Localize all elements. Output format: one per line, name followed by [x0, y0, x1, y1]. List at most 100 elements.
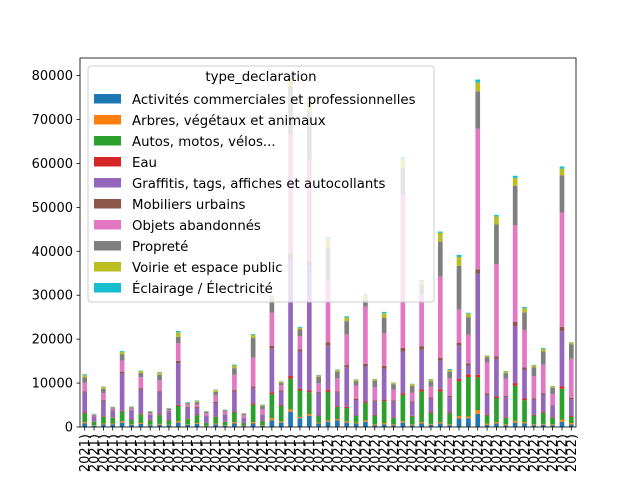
bar-segment	[428, 386, 434, 398]
y-tick-label: 40000	[32, 245, 73, 260]
bar-segment	[194, 423, 200, 427]
bar-segment	[269, 299, 275, 313]
bar-segment	[250, 357, 256, 387]
bar-segment	[297, 351, 303, 389]
bar-segment	[400, 347, 406, 352]
x-tick-label: 2022)	[359, 434, 374, 472]
bar-segment	[175, 422, 181, 427]
bar-segment	[269, 345, 275, 349]
bar-segment	[409, 401, 415, 403]
x-tick-label: 2022)	[322, 434, 337, 472]
y-tick-label: 60000	[32, 157, 73, 172]
x-tick-label: 2022)	[340, 434, 355, 472]
bar-segment	[475, 410, 481, 414]
bar-segment	[372, 387, 378, 401]
bar-segment	[484, 393, 490, 395]
bar-segment	[409, 402, 415, 416]
bar-segment	[475, 273, 481, 375]
bar-segment	[381, 311, 387, 314]
bar-segment	[475, 377, 481, 411]
bar-segment	[494, 224, 499, 265]
bar-segment	[550, 417, 555, 418]
bar-segment	[447, 397, 452, 413]
bar-segment	[400, 351, 406, 394]
bar-segment	[204, 426, 209, 427]
bar-segment	[409, 415, 415, 417]
y-tick-label: 20000	[32, 333, 73, 348]
bar-segment	[110, 423, 116, 425]
bar-segment	[222, 410, 228, 412]
bar-segment	[110, 424, 116, 427]
bar-segment	[297, 326, 303, 328]
bar-segment	[241, 426, 247, 427]
bar-segment	[484, 362, 490, 394]
bar-segment	[512, 422, 518, 427]
legend-swatch	[94, 136, 121, 146]
bar-segment	[353, 415, 359, 417]
bar-segment	[297, 390, 303, 417]
x-tick-label: 2021)	[144, 434, 159, 472]
bar-segment	[568, 424, 574, 427]
bar-segment	[447, 413, 452, 425]
bar-segment	[381, 313, 387, 318]
bar-segment	[381, 401, 387, 424]
bar-segment	[185, 424, 190, 427]
bar-segment	[269, 418, 275, 421]
x-tick-label: 2021)	[256, 434, 271, 472]
bar-segment	[456, 257, 462, 266]
bar-segment	[372, 415, 378, 425]
bar-segment	[166, 420, 172, 425]
bar-segment	[428, 398, 434, 413]
bar-segment	[540, 412, 546, 424]
bar-segment	[540, 351, 546, 365]
bar-segment	[522, 367, 527, 370]
bar-segment	[101, 416, 106, 424]
bar-segment	[101, 423, 106, 425]
bar-segment	[391, 389, 396, 401]
x-tick-label: 2021)	[134, 434, 149, 472]
bar-segment	[456, 380, 462, 417]
bar-segment	[419, 391, 424, 423]
bar-segment	[325, 342, 331, 346]
bar-segment	[391, 384, 396, 390]
bar-segment	[447, 424, 452, 426]
bar-segment	[437, 358, 443, 361]
bar-segment	[250, 403, 256, 405]
bar-segment	[372, 424, 378, 426]
legend-swatch	[94, 241, 121, 251]
x-tick-label: 2021)	[284, 434, 299, 472]
bar-segment	[250, 404, 256, 423]
bar-segment	[344, 317, 350, 322]
bar-segment	[447, 369, 452, 370]
bar-segment	[288, 409, 293, 412]
x-tick-label: 2022)	[518, 434, 533, 472]
bar-segment	[232, 391, 237, 412]
bar-segment	[213, 390, 219, 392]
bar-segment	[204, 423, 209, 426]
bar-segment	[559, 421, 565, 427]
bar-segment	[297, 327, 303, 330]
bar-segment	[484, 424, 490, 427]
bar-segment	[297, 349, 303, 352]
bar-segment	[260, 425, 265, 427]
bar-segment	[232, 423, 237, 427]
bar-segment	[522, 369, 527, 399]
bar-segment	[568, 342, 574, 345]
bar-segment	[335, 378, 340, 392]
bar-segment	[250, 338, 256, 358]
bar-segment	[475, 128, 481, 270]
bar-segment	[391, 400, 396, 402]
x-tick-label: 2021)	[190, 434, 205, 472]
bar-segment	[316, 376, 321, 384]
bar-segment	[381, 317, 387, 333]
legend-swatch	[94, 262, 121, 272]
bar-segment	[82, 391, 88, 393]
bar-segment	[222, 425, 228, 427]
bar-segment	[475, 413, 481, 427]
bar-segment	[419, 293, 424, 347]
x-tick-label: 2021)	[209, 434, 224, 472]
bar-segment	[391, 382, 396, 385]
bar-segment	[494, 396, 499, 399]
bar-segment	[260, 409, 265, 415]
bar-segment	[325, 345, 331, 390]
